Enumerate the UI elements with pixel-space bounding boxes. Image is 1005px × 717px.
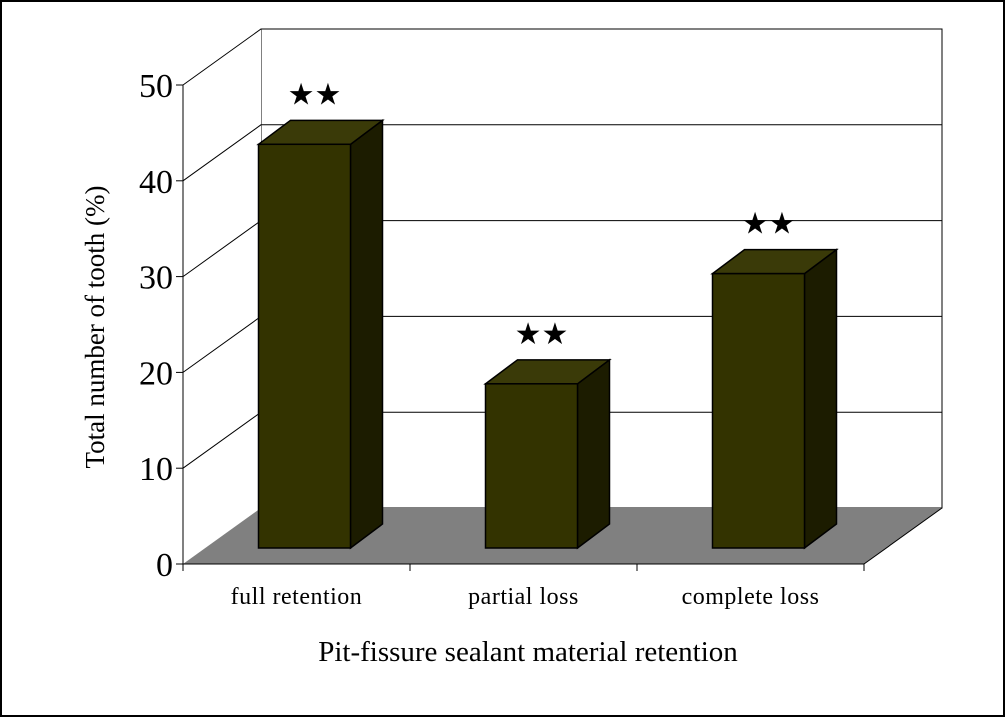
bar-side: [349, 118, 384, 550]
y-tick-label-0: 0: [156, 547, 173, 584]
bar-side: [803, 248, 838, 550]
y-axis-ticks: 0 10 20 30 40 50: [139, 68, 183, 584]
x-axis-label: Pit-fissure sealant material retention: [318, 636, 738, 668]
bar-front: [711, 272, 806, 549]
y-axis-label: Total number of tooth (%): [80, 185, 110, 468]
x-tick-label-3: complete loss: [682, 584, 820, 610]
floor-right-edge: [863, 507, 943, 565]
gridline-50: [182, 28, 942, 86]
y-tick-label-30: 30: [139, 260, 173, 297]
y-tick-label-20: 20: [139, 355, 173, 392]
bar-1: [256, 118, 385, 550]
bar-side: [576, 358, 611, 550]
chart-annotations: ★★ ★★ ★★: [288, 78, 796, 351]
chart-axes: [182, 85, 864, 565]
significance-annotation-1: ★★: [288, 78, 342, 111]
y-tick-label-10: 10: [139, 451, 173, 488]
chart-bars: [256, 118, 839, 550]
bar-3: [710, 248, 839, 550]
side-wall: [183, 29, 261, 564]
gridline-40: [182, 124, 942, 182]
x-axis-ticks: full retention partial loss complete loss: [182, 564, 865, 610]
significance-annotation-2: ★★: [515, 318, 569, 351]
x-tick-label-1: full retention: [231, 584, 363, 610]
y-tick-label-50: 50: [139, 68, 173, 105]
y-tick-label-40: 40: [139, 164, 173, 201]
bar-front: [484, 383, 579, 549]
x-tick-label-2: partial loss: [468, 584, 579, 610]
significance-annotation-3: ★★: [742, 208, 796, 241]
bar-2: [483, 358, 612, 550]
bar-front: [257, 143, 352, 549]
